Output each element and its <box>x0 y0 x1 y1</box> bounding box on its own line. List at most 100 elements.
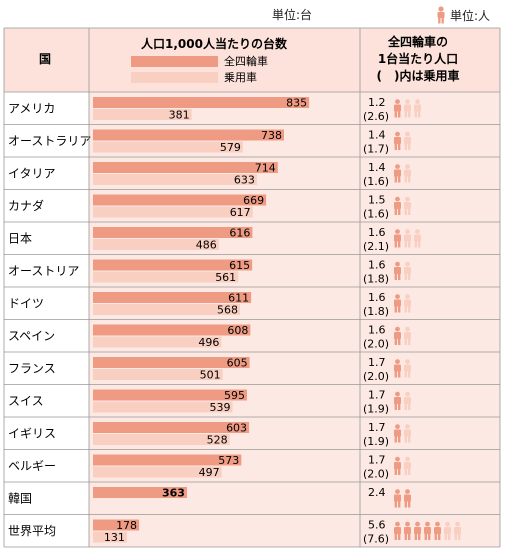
person-icon-leg <box>408 500 411 508</box>
person-icon-leg <box>408 273 411 280</box>
person-icon-leg <box>398 403 401 410</box>
person-icon-leg <box>398 500 401 508</box>
person-icon-head <box>415 99 420 104</box>
person-icon-leg <box>394 370 397 378</box>
unit-label-vehicles: 単位:台 <box>272 8 313 22</box>
person-icon <box>414 521 421 540</box>
person-icon-leg <box>408 110 411 118</box>
value-label-all: 615 <box>229 259 250 272</box>
person-icon-leg <box>398 240 401 248</box>
person-icon <box>394 521 401 540</box>
person-icon-body <box>404 202 411 209</box>
person-icon-body <box>434 527 441 534</box>
person-icon-body <box>394 137 401 144</box>
persons-per-vehicle-all: 1.7 <box>368 389 386 402</box>
person-icon <box>404 391 411 410</box>
persons-per-vehicle-passenger: (1.6) <box>363 175 389 188</box>
value-label-all: 178 <box>116 519 137 532</box>
person-icon-body <box>394 462 401 469</box>
person-icon-leg <box>448 533 451 540</box>
person-icon-head <box>405 456 410 462</box>
persons-per-vehicle-all: 1.2 <box>368 96 386 109</box>
person-icon-leg <box>404 240 407 248</box>
value-label-passenger: 131 <box>104 531 125 544</box>
person-icon-leg <box>408 143 411 150</box>
country-label: オーストリア <box>8 264 79 278</box>
value-label-passenger: 617 <box>230 206 251 219</box>
person-icon-body <box>394 527 401 534</box>
value-label-passenger: 633 <box>234 174 255 187</box>
person-icon-body <box>404 137 411 144</box>
persons-per-vehicle-all: 1.6 <box>368 291 386 304</box>
person-icon-head <box>395 456 400 462</box>
person-icon-head <box>395 326 400 332</box>
person-icon-body <box>394 234 401 242</box>
legend-swatch-passenger <box>131 72 218 83</box>
person-icon <box>434 521 441 540</box>
person-icon-body <box>394 104 401 112</box>
person-icon-leg <box>404 435 407 443</box>
unit-label-persons: 単位:人 <box>436 6 490 24</box>
country-label: ドイツ <box>8 296 44 310</box>
person-icon-leg <box>394 143 397 150</box>
person-icon-body <box>404 364 411 372</box>
bar-passenger <box>93 434 230 445</box>
value-label-all: 616 <box>229 227 250 240</box>
person-icon-leg <box>404 468 407 475</box>
persons-per-vehicle-passenger: (2.0) <box>363 338 389 351</box>
bar-all-vehicles <box>93 454 242 466</box>
value-label-all: 608 <box>227 324 248 337</box>
person-icon-leg <box>404 175 407 183</box>
bar-all-vehicles <box>93 227 253 238</box>
legend-label-all: 全四輪車 <box>224 54 268 68</box>
value-label-passenger: 528 <box>207 434 228 447</box>
person-icon-body <box>414 234 421 242</box>
person-icon-head <box>405 391 410 397</box>
persons-per-vehicle-all: 1.6 <box>368 324 386 337</box>
person-icon-leg <box>404 110 407 118</box>
person-icon <box>394 261 401 280</box>
person-icon-head <box>395 521 400 527</box>
person-icon-leg <box>398 273 401 280</box>
person-icon-head <box>405 294 410 299</box>
person-icon <box>414 229 421 248</box>
bar-all-vehicles <box>93 259 253 271</box>
person-icon-leg <box>404 403 407 410</box>
person-icon <box>394 489 401 508</box>
person-icon-leg <box>394 175 397 183</box>
person-icon <box>394 229 401 248</box>
bar-all-vehicles <box>93 357 250 368</box>
country-label: カナダ <box>8 198 44 213</box>
person-icon <box>454 521 461 540</box>
country-label: スペイン <box>8 329 55 343</box>
person-icon-leg <box>404 500 407 508</box>
person-icon-leg <box>414 110 417 118</box>
value-label-all: 611 <box>228 292 249 305</box>
bar-all-vehicles <box>93 487 187 498</box>
person-icon-head <box>395 131 400 137</box>
person-icon-leg <box>408 435 411 443</box>
chart-row: アメリカ 835 381 1.2(2.6) <box>8 96 421 123</box>
persons-per-vehicle-passenger: (7.6) <box>363 533 389 546</box>
person-icon-leg <box>418 110 421 118</box>
bar-passenger <box>93 401 233 413</box>
person-icon-body <box>404 494 411 502</box>
persons-per-vehicle-all: 1.4 <box>368 161 386 174</box>
bar-passenger <box>93 304 241 315</box>
person-icon-leg <box>408 175 411 183</box>
person-icon-body <box>394 429 401 437</box>
header-persons-line1: 全四輪車の <box>387 34 448 49</box>
person-icon-leg <box>398 533 401 540</box>
person-icon-body <box>424 527 431 534</box>
persons-per-vehicle-passenger: (1.6) <box>363 208 389 221</box>
country-label: 韓国 <box>8 491 32 505</box>
person-icon-leg <box>408 240 411 248</box>
person-icon-leg <box>404 338 407 345</box>
value-label-all: 669 <box>243 194 264 207</box>
bar-passenger <box>93 531 127 543</box>
